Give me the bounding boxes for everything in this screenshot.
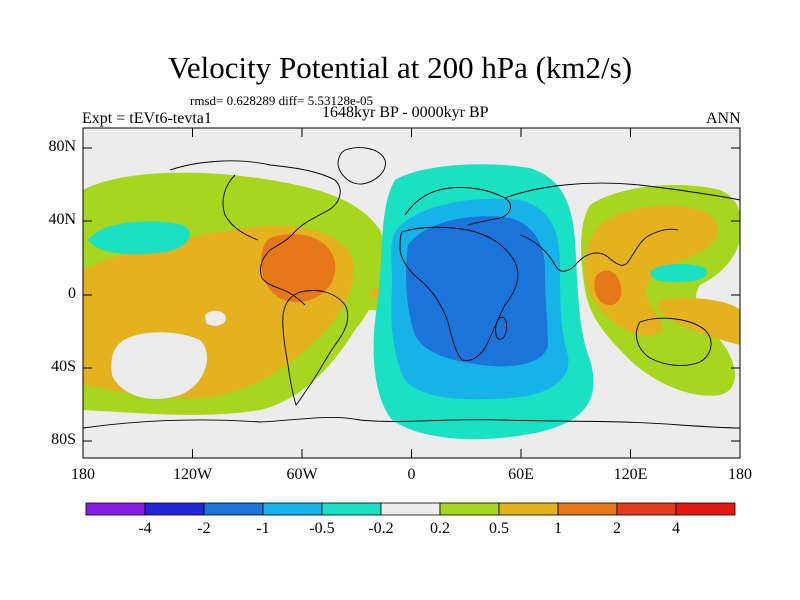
lon-label-0: 0 (407, 466, 416, 483)
colorbar-label-7: 1 (554, 520, 562, 537)
lat-label-80S: 80S (51, 431, 76, 448)
coastline-asia (504, 182, 740, 272)
period-text: 1648kyr BP - 0000kyr BP (322, 104, 489, 121)
lon-label-60E: 60E (508, 466, 534, 483)
colorbar-box-0 (85, 502, 146, 516)
contour-fill-layer (83, 128, 740, 458)
negative-patch-west-pacific (650, 263, 708, 283)
lon-label-60W: 60W (286, 466, 318, 483)
negative-patch-north-pacific (88, 221, 190, 255)
colorbar-label-9: 4 (672, 520, 680, 537)
coastline-greenland (337, 147, 386, 185)
experiment-label: Expt = tEVt6-tevta1 (82, 110, 212, 127)
colorbar-box-8 (557, 502, 618, 516)
colorbar-box-7 (498, 502, 559, 516)
lon-label-180-right: 180 (728, 466, 752, 483)
colorbar-box-10 (675, 502, 736, 516)
coastline-south-america (282, 290, 349, 406)
lat-label-80N: 80N (48, 138, 76, 155)
colorbar-box-2 (203, 502, 264, 516)
coastline-antarctica (83, 416, 740, 429)
coastline-north-america (169, 160, 341, 306)
near-zero-patch-pacific (111, 332, 208, 399)
colorbar-box-3 (262, 502, 323, 516)
positive-max-central-america (261, 234, 336, 303)
lon-label-180-left: 180 (71, 466, 95, 483)
colorbar-box-9 (616, 502, 677, 516)
lon-label-120E: 120E (613, 466, 648, 483)
negative-lobe-core (406, 216, 548, 367)
colorbar (85, 502, 736, 516)
colorbar-label-1: -2 (197, 520, 211, 537)
colorbar-box-6 (439, 502, 500, 516)
near-zero-spot-pacific (205, 310, 226, 326)
positive-lobe-east-orange (584, 205, 718, 336)
colorbar-box-5 (380, 502, 441, 516)
chart-title: Velocity Potential at 200 hPa (km2/s) (167, 50, 633, 85)
colorbar-label-5: 0.2 (430, 520, 450, 537)
colorbar-label-3: -0.5 (309, 520, 335, 537)
lat-label-40N: 40N (48, 211, 76, 228)
colorbar-label-0: -4 (138, 520, 152, 537)
colorbar-label-2: -1 (256, 520, 270, 537)
lat-label-40S: 40S (51, 358, 76, 375)
coastline-australia (636, 317, 712, 366)
coastline-madagascar (495, 316, 508, 340)
stats-text: rmsd= 0.628289 diff= 5.53128e-05 (190, 93, 374, 108)
lon-label-120W: 120W (172, 466, 213, 483)
lon-ticks (82, 128, 741, 458)
coastline-africa (399, 226, 519, 361)
positive-max-maritime (594, 270, 622, 306)
colorbar-label-6: 0.5 (489, 520, 509, 537)
colorbar-box-4 (321, 502, 382, 516)
colorbar-box-1 (144, 502, 205, 516)
season-label: ANN (706, 110, 741, 127)
lat-label-0: 0 (68, 285, 76, 302)
coastlines (83, 147, 740, 429)
colorbar-label-4: -0.2 (368, 520, 394, 537)
lat-ticks (83, 147, 740, 442)
colorbar-label-8: 2 (613, 520, 621, 537)
positive-east-pacific-tongue (657, 298, 740, 345)
